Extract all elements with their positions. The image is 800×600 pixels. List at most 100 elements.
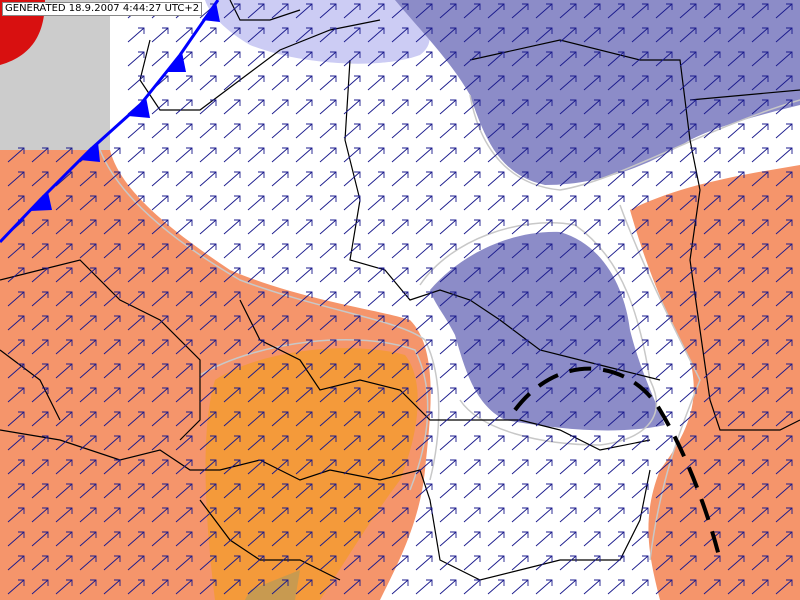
wind-arrow xyxy=(463,123,481,139)
wind-arrow xyxy=(583,363,601,379)
wind-arrow xyxy=(223,99,241,115)
wind-arrow xyxy=(439,195,457,211)
wind-arrow xyxy=(631,3,649,19)
wind-arrow xyxy=(631,507,649,523)
wind-arrow xyxy=(319,243,337,259)
wind-arrow xyxy=(127,147,145,163)
wind-arrow xyxy=(31,579,49,595)
wind-arrow xyxy=(535,531,553,547)
wind-arrow xyxy=(535,387,553,403)
wind-arrow xyxy=(751,171,769,187)
wind-arrow xyxy=(295,243,313,259)
wind-arrow xyxy=(535,555,553,571)
wind-arrow xyxy=(127,507,145,523)
isoline xyxy=(419,222,657,446)
wind-arrow xyxy=(583,315,601,331)
wind-arrow xyxy=(271,555,289,571)
wind-arrow xyxy=(343,3,361,19)
wind-arrow xyxy=(343,339,361,355)
wind-arrow xyxy=(679,99,697,115)
wind-arrow xyxy=(631,435,649,451)
wind-arrow xyxy=(775,531,793,547)
wind-arrow xyxy=(295,291,313,307)
wind-arrow xyxy=(55,387,73,403)
wind-arrow xyxy=(31,435,49,451)
wind-arrow xyxy=(415,51,433,67)
front-triangle xyxy=(128,97,150,118)
wind-arrow xyxy=(727,99,745,115)
wind-arrow xyxy=(487,435,505,451)
wind-arrow xyxy=(511,315,529,331)
wind-arrow xyxy=(247,27,265,43)
wind-arrow xyxy=(703,75,721,91)
border xyxy=(0,349,61,421)
wind-arrow xyxy=(127,555,145,571)
wind-arrow xyxy=(319,339,337,355)
wind-arrow xyxy=(607,219,625,235)
wind-arrow xyxy=(415,411,433,427)
wind-arrow xyxy=(79,195,97,211)
wind-arrow xyxy=(655,171,673,187)
wind-arrow xyxy=(271,315,289,331)
wind-arrow xyxy=(151,195,169,211)
wind-arrow xyxy=(703,363,721,379)
wind-arrow xyxy=(463,27,481,43)
wind-arrow xyxy=(391,411,409,427)
wind-arrow xyxy=(631,363,649,379)
wind-arrow xyxy=(127,387,145,403)
wind-arrow xyxy=(391,579,409,595)
wind-arrow xyxy=(223,387,241,403)
wind-arrow xyxy=(151,339,169,355)
wind-arrow xyxy=(127,243,145,259)
wind-arrow xyxy=(247,147,265,163)
wind-arrow xyxy=(7,363,25,379)
wind-arrow xyxy=(223,483,241,499)
wind-arrow xyxy=(175,555,193,571)
wind-arrow xyxy=(535,267,553,283)
wind-arrow xyxy=(199,267,217,283)
wind-arrow xyxy=(559,339,577,355)
wind-arrow xyxy=(415,27,433,43)
wind-arrow xyxy=(175,339,193,355)
wind-arrow xyxy=(343,315,361,331)
wind-arrow xyxy=(199,555,217,571)
wind-arrow xyxy=(271,267,289,283)
wind-arrow xyxy=(31,363,49,379)
wind-arrow xyxy=(607,291,625,307)
wind-arrow xyxy=(247,507,265,523)
wind-arrow xyxy=(271,531,289,547)
wind-arrow xyxy=(367,75,385,91)
wind-arrow xyxy=(727,363,745,379)
wind-arrow xyxy=(247,315,265,331)
wind-arrow xyxy=(751,531,769,547)
trough-line xyxy=(513,366,722,561)
wind-arrow xyxy=(655,315,673,331)
wind-arrow xyxy=(79,435,97,451)
wind-arrow xyxy=(631,27,649,43)
wind-arrow xyxy=(367,27,385,43)
wind-arrow xyxy=(727,507,745,523)
wind-arrow xyxy=(199,75,217,91)
wind-arrow xyxy=(343,243,361,259)
wind-arrow xyxy=(679,267,697,283)
wind-arrow xyxy=(223,219,241,235)
wind-arrow xyxy=(607,195,625,211)
wind-arrow xyxy=(631,315,649,331)
wind-arrow xyxy=(415,99,433,115)
border xyxy=(239,299,651,451)
wind-arrow xyxy=(535,435,553,451)
wind-arrow xyxy=(607,411,625,427)
wind-arrow xyxy=(391,3,409,19)
wind-arrow xyxy=(295,339,313,355)
wind-arrow xyxy=(295,267,313,283)
wind-arrow xyxy=(295,123,313,139)
wind-arrow xyxy=(103,579,121,595)
wind-arrow xyxy=(727,411,745,427)
wind-arrow xyxy=(55,459,73,475)
wind-arrow xyxy=(751,147,769,163)
wind-arrow xyxy=(679,579,697,595)
wind-arrow xyxy=(463,147,481,163)
wind-arrow xyxy=(751,99,769,115)
wind-arrow xyxy=(55,315,73,331)
